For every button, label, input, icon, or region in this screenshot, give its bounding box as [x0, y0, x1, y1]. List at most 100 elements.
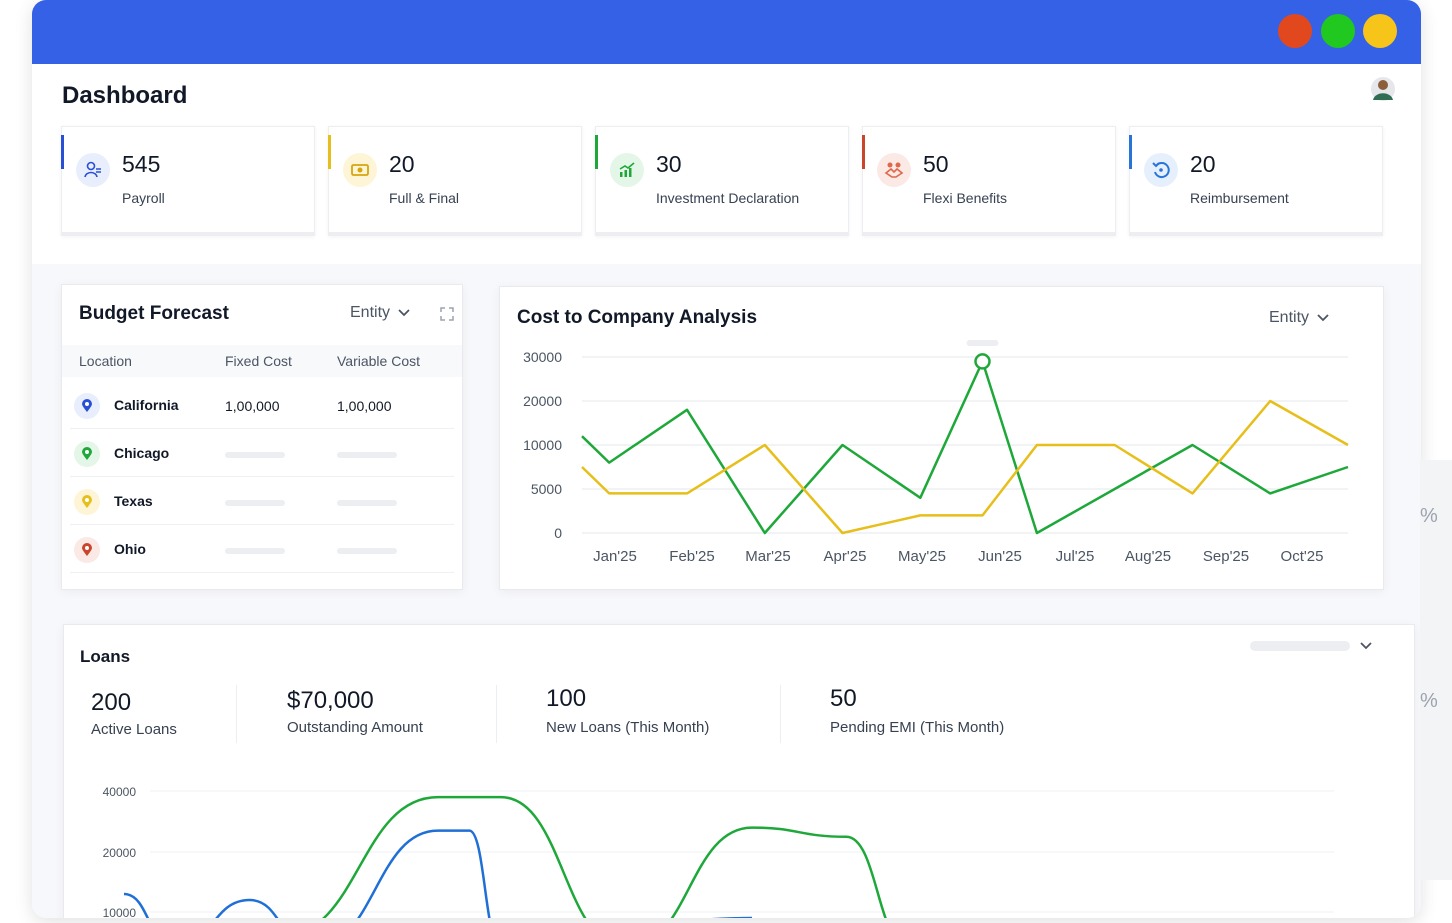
location-pin-icon [74, 441, 100, 467]
loading-placeholder [337, 452, 397, 458]
y-tick-label: 10000 [103, 906, 137, 918]
card-accent [595, 135, 598, 169]
y-tick-label: 30000 [523, 349, 562, 365]
x-tick-label: Oct'25 [1281, 548, 1324, 565]
maximize-window-button[interactable] [1321, 14, 1355, 48]
loan-stat-label: Outstanding Amount [287, 719, 423, 736]
loading-placeholder [337, 500, 397, 506]
column-header: Variable Cost [337, 353, 421, 369]
location-pin-icon [74, 489, 100, 515]
card-accent [328, 135, 331, 169]
ctc-line-chart: 30000 20000 10000 5000 0 Jan'25 Feb'25 Mar'25 Ap… [523, 340, 1349, 565]
ctc-analysis-panel: Cost to Company Analysis Entity 30000 200… [499, 286, 1384, 590]
column-header: Fixed Cost [225, 353, 292, 369]
loan-stat-value: $70,000 [287, 687, 374, 714]
stat-value: 30 [656, 151, 682, 177]
location-name: Texas [114, 493, 153, 509]
location-name: Ohio [114, 541, 146, 557]
chevron-down-icon [1317, 314, 1329, 322]
y-tick-label: 5000 [531, 481, 562, 497]
expand-icon[interactable] [440, 307, 454, 321]
payroll-icon [76, 153, 110, 187]
stat-card-payroll[interactable]: 545 Payroll [61, 126, 315, 236]
variable-cost: 1,00,000 [337, 398, 392, 414]
stat-label: Full & Final [389, 190, 460, 206]
table-header [62, 345, 462, 377]
percent-glyph: % [1420, 505, 1438, 527]
stat-value: 50 [923, 151, 949, 177]
x-tick-label: Jan'25 [593, 548, 637, 565]
table-row[interactable]: Ohio [70, 525, 454, 573]
loans-title: Loans [80, 647, 131, 666]
stat-value: 20 [389, 151, 415, 177]
y-tick-label: 40000 [103, 785, 137, 799]
loading-placeholder [225, 548, 285, 554]
loans-series-line-1 [123, 829, 753, 918]
chevron-down-icon [398, 309, 410, 317]
stat-value: 545 [122, 151, 161, 177]
dashboard-page: Dashboard 545 Payroll 20 [32, 64, 1421, 918]
title-bar [32, 0, 1421, 64]
stat-label: Flexi Benefits [923, 190, 1008, 206]
highlight-point [974, 353, 991, 370]
money-icon [343, 153, 377, 187]
stat-label: Payroll [122, 190, 165, 206]
loan-stat-value: 100 [546, 685, 587, 712]
stat-card-investment-declaration[interactable]: 30 Investment Declaration [595, 126, 849, 236]
handshake-icon [877, 153, 911, 187]
loading-placeholder [337, 548, 397, 554]
table-row[interactable]: Texas [70, 477, 454, 525]
refresh-icon [1144, 153, 1178, 187]
series-line-1 [581, 399, 1349, 535]
column-header: Location [79, 353, 132, 369]
stat-label: Reimbursement [1190, 190, 1289, 206]
card-accent [862, 135, 865, 169]
loan-stat-label: Active Loans [91, 721, 177, 738]
x-tick-label: Jun'25 [978, 548, 1022, 565]
minimize-window-button[interactable] [1363, 14, 1397, 48]
loans-series-line-0 [322, 795, 887, 918]
budget-entity-dropdown[interactable]: Entity [350, 304, 410, 322]
user-avatar-icon[interactable] [1370, 76, 1396, 102]
y-tick-label: 0 [554, 525, 562, 541]
chart-growth-icon [610, 153, 644, 187]
x-tick-label: Jul'25 [1056, 548, 1095, 565]
ctc-title: Cost to Company Analysis [517, 307, 758, 328]
loans-filter-placeholder[interactable] [1250, 641, 1350, 651]
card-accent [1129, 135, 1132, 169]
y-tick-label: 20000 [523, 393, 562, 409]
loans-panel: Loans 200 Active Loans $70,000 Outstandi… [63, 624, 1415, 918]
stat-card-flexi-benefits[interactable]: 50 Flexi Benefits [862, 126, 1116, 236]
ctc-entity-dropdown[interactable]: Entity [1269, 309, 1329, 327]
stat-card-full-and-final[interactable]: 20 Full & Final [328, 126, 582, 236]
x-tick-label: Sep'25 [1203, 548, 1249, 565]
y-tick-label: 20000 [103, 846, 137, 860]
dropdown-label: Entity [1269, 309, 1310, 326]
loading-placeholder [225, 500, 285, 506]
location-pin-icon [74, 393, 100, 419]
table-row[interactable]: Chicago [70, 429, 454, 477]
loading-placeholder [225, 452, 285, 458]
x-tick-label: Feb'25 [669, 548, 714, 565]
budget-forecast-panel: Budget Forecast Entity Location Fixed Co… [61, 284, 463, 590]
app-window: Dashboard 545 Payroll 20 [32, 0, 1421, 918]
card-accent [61, 135, 64, 169]
divider [780, 685, 781, 743]
dashboard-header: Dashboard 545 Payroll 20 [32, 64, 1421, 264]
close-window-button[interactable] [1278, 14, 1312, 48]
stat-value: 20 [1190, 151, 1216, 177]
loans-line-chart: 40000 20000 10000 [103, 785, 1334, 918]
tooltip-placeholder [966, 340, 999, 346]
loan-stat-value: 200 [91, 689, 132, 716]
stat-card-reimbursement[interactable]: 20 Reimbursement [1129, 126, 1383, 236]
chevron-down-icon[interactable] [1360, 642, 1372, 650]
x-tick-label: May'25 [898, 548, 946, 565]
location-pin-icon [74, 537, 100, 563]
divider [236, 685, 237, 743]
x-tick-label: Apr'25 [824, 548, 867, 565]
fixed-cost: 1,00,000 [225, 398, 280, 414]
loan-stat-label: Pending EMI (This Month) [830, 719, 1005, 736]
table-row[interactable]: California 1,00,000 1,00,000 [70, 381, 454, 429]
percent-glyph: % [1420, 690, 1438, 712]
y-tick-label: 10000 [523, 437, 562, 453]
